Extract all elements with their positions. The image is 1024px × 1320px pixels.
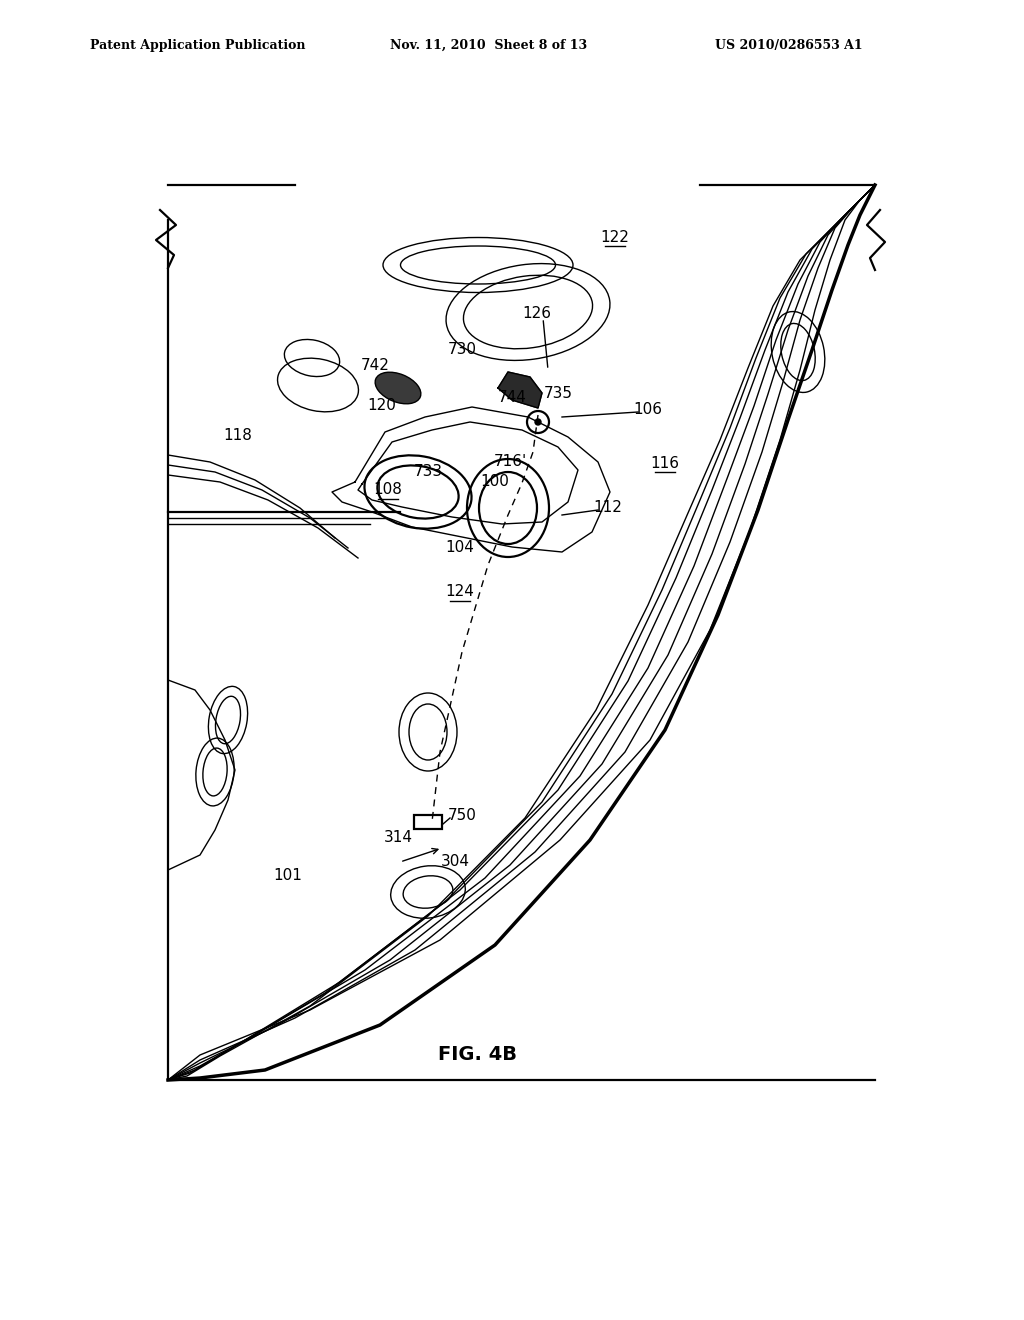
- Text: 101: 101: [273, 867, 302, 883]
- Text: 733: 733: [414, 465, 442, 479]
- Text: 730: 730: [447, 342, 476, 358]
- Polygon shape: [498, 372, 542, 408]
- Text: 742: 742: [360, 358, 389, 372]
- Text: 735: 735: [544, 385, 572, 400]
- Text: 104: 104: [445, 540, 474, 556]
- Text: 122: 122: [600, 230, 630, 244]
- Text: 744: 744: [498, 391, 526, 405]
- Text: 120: 120: [368, 397, 396, 412]
- Text: 106: 106: [634, 403, 663, 417]
- Text: Patent Application Publication: Patent Application Publication: [90, 38, 305, 51]
- Text: 716': 716': [494, 454, 526, 470]
- Text: Nov. 11, 2010  Sheet 8 of 13: Nov. 11, 2010 Sheet 8 of 13: [390, 38, 587, 51]
- Ellipse shape: [375, 372, 421, 404]
- Circle shape: [535, 418, 541, 425]
- Text: FIG. 4B: FIG. 4B: [438, 1045, 517, 1064]
- Text: 126: 126: [522, 305, 552, 321]
- Text: 124: 124: [445, 585, 474, 599]
- Text: 750: 750: [447, 808, 476, 822]
- Text: US 2010/0286553 A1: US 2010/0286553 A1: [715, 38, 862, 51]
- Text: 116: 116: [650, 455, 680, 470]
- Text: 118: 118: [223, 428, 253, 442]
- Text: 112: 112: [594, 500, 623, 516]
- Text: 314: 314: [384, 830, 413, 846]
- Text: 100: 100: [480, 474, 509, 490]
- Bar: [414, 814, 442, 829]
- Text: 108: 108: [374, 483, 402, 498]
- Text: 304: 304: [440, 854, 469, 870]
